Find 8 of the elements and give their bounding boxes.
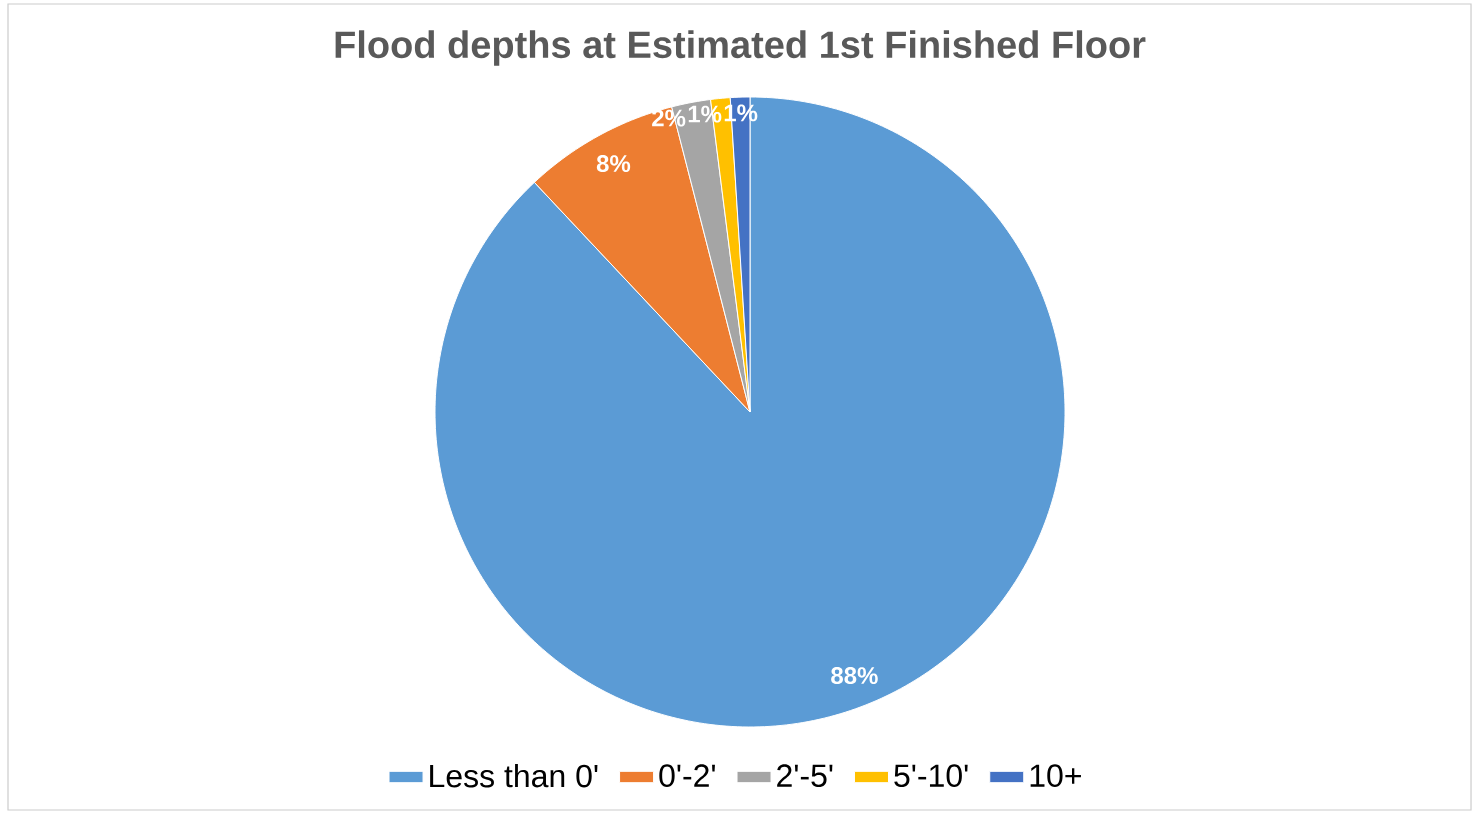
- data-label: 8%: [596, 155, 631, 173]
- legend-label: 2'-5': [777, 764, 833, 787]
- legend-label: 0'-2': [659, 764, 715, 787]
- chart-title: Flood depths at Estimated 1st Finished Floor: [335, 30, 1146, 66]
- legend-label: 10+: [1030, 764, 1081, 787]
- legend-label: Less than 0': [430, 763, 598, 788]
- data-label: 88%: [831, 667, 878, 685]
- legend-label: 5'-10': [894, 764, 968, 787]
